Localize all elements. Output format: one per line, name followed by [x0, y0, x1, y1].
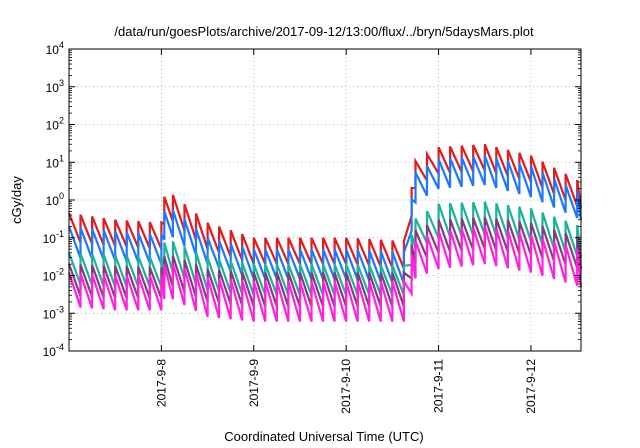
x-tick-label: 2017-9-8: [154, 359, 168, 407]
grid: [69, 49, 581, 351]
x-tick-label: 2017-9-9: [247, 359, 261, 407]
y-axis-label: cGy/day: [9, 176, 24, 224]
y-tick-label: 10-3: [43, 304, 64, 321]
y-tick-label: 103: [46, 78, 64, 95]
x-axis-label: Coordinated Universal Time (UTC): [224, 429, 423, 444]
y-tick-labels: 10-4 10-3 10-2 10-1 100 101 102 103 104: [43, 40, 64, 359]
series-layer: [67, 143, 583, 322]
y-tick-label: 104: [46, 40, 64, 57]
y-tick-label: 100: [46, 191, 64, 208]
x-tick-label: 2017-9-10: [339, 359, 353, 414]
y-tick-label: 10-4: [43, 342, 64, 359]
series-line: [67, 226, 583, 322]
ticks: [69, 48, 581, 352]
series-line: [67, 155, 583, 284]
x-tick-label: 2017-9-11: [432, 359, 446, 413]
y-tick-label: 10-1: [43, 229, 64, 246]
series-line: [67, 216, 583, 307]
y-tick-label: 101: [46, 153, 64, 170]
x-tick-label: 2017-9-12: [524, 359, 538, 414]
x-tick-labels: 2017-9-8 2017-9-9 2017-9-10 2017-9-11 2017-9…: [154, 359, 538, 414]
y-tick-label: 10-2: [43, 267, 64, 284]
y-tick-label: 102: [46, 116, 64, 133]
chart-title: /data/run/goesPlots/archive/2017-09-12/1…: [114, 24, 534, 39]
